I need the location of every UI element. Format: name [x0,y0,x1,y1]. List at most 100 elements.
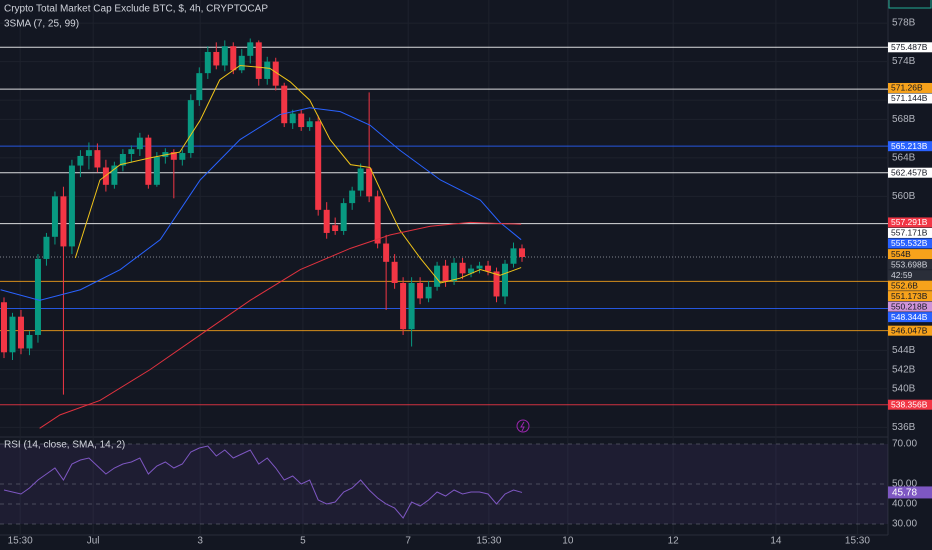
x-tick-label: 10 [562,536,574,547]
candle-body [213,51,220,66]
y-tick-label: 568B [892,114,916,125]
candle-body [391,261,398,283]
price-label-box [888,167,932,178]
candle-body [111,165,118,185]
candle-body [502,263,509,297]
candle-body [9,316,16,353]
candle-body [85,150,92,156]
countdown: 42:59 [891,270,913,280]
y-tick-label: 564B [892,152,916,163]
candle-body [510,248,517,264]
candle-body [170,152,177,160]
price-label-box [888,259,932,270]
price-label: 557.291B [891,217,928,227]
candle-body [408,282,415,330]
price-label: 565.213B [891,141,928,151]
x-tick-label: 7 [405,536,411,547]
rsi-marker-box [888,486,932,499]
candle-body [315,121,322,210]
y-tick-label: 578B [892,18,916,29]
candle-body [417,282,424,299]
candle-body [128,149,135,155]
x-tick-label: 3 [197,536,203,547]
candle-body [518,248,525,258]
price-label-box [888,141,932,152]
candle-body [136,137,143,150]
price-label-box [888,301,932,312]
candle-body [425,286,432,299]
candle-body [43,236,50,259]
moving-average [0,107,522,301]
candle-body [298,113,305,128]
y-tick-label: 30.00 [892,519,917,530]
price-label-box [888,238,932,249]
candle-body [94,150,101,168]
candle-body [272,61,279,86]
candle-body [340,203,347,232]
price-label-box [888,249,932,260]
candle-body [374,196,381,244]
event-icon[interactable] [516,419,530,433]
candle-body [196,73,203,101]
candle-body [366,168,373,197]
candle-body [442,265,449,282]
price-label: 571.144B [891,93,928,103]
candle-body [357,168,364,191]
rsi-marker-label: 45.78 [892,488,917,499]
candle-body [26,334,33,349]
x-tick-label: 12 [668,536,680,547]
corner-button[interactable] [888,0,932,9]
price-label-box [888,217,932,228]
candle-body [145,137,152,185]
candle-body [238,55,245,71]
rsi-line [3,445,523,519]
candle-body [51,196,58,237]
price-label-box [888,82,932,93]
y-tick-label: 540B [892,384,916,395]
price-label-box [888,280,932,291]
candle-body [264,61,271,79]
candle-body [179,153,186,160]
y-tick-label: 536B [892,422,916,433]
candle-body [332,225,339,232]
candle-body [17,316,24,349]
x-tick-label: 5 [300,536,306,547]
candle-body [281,85,288,124]
price-label: 554B [891,249,911,259]
price-label: 571.26B [891,83,923,93]
price-label: 550.218B [891,301,928,311]
moving-average [39,221,522,429]
x-tick-label: 15:30 [8,536,33,547]
candle-body [493,271,500,297]
price-label: 551.173B [891,291,928,301]
candle-body [289,113,296,124]
candle-body [77,155,84,166]
candle-body [34,258,41,335]
price-label: 538.356B [891,399,928,409]
candle-body [323,209,330,233]
y-tick-label: 40.00 [892,499,917,510]
indicator-label: 3SMA (7, 25, 99) [4,19,79,30]
candle-body [230,46,237,71]
price-label: 562.457B [891,167,928,177]
candle-body [383,243,390,262]
y-tick-label: 544B [892,345,916,356]
candle-body [459,262,466,274]
y-tick-label: 70.00 [892,439,917,450]
candle-body [153,156,160,185]
moving-average [74,64,522,284]
chart-title: Crypto Total Market Cap Exclude BTC, $, … [4,4,268,15]
candle-body [68,165,75,247]
candle-body [255,42,262,79]
candle-body [60,196,67,247]
price-label: 555.532B [891,238,928,248]
price-label: 548.344B [891,312,928,322]
candle-body [434,265,441,287]
candle-body [451,262,458,282]
candle-body [221,46,228,66]
candle-body [476,265,483,269]
candle-body [187,100,194,154]
price-label-box [888,42,932,53]
